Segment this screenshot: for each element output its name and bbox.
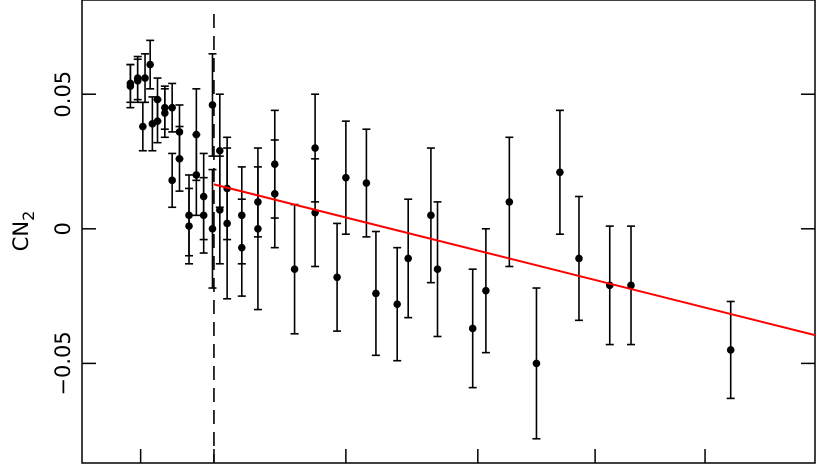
data-point — [216, 146, 224, 155]
data-point — [270, 190, 279, 198]
data-point — [393, 300, 401, 308]
y-tick-labels: −0.05 0 0.05 — [51, 71, 75, 396]
data-point — [208, 101, 217, 109]
y-axis-title: CN2 — [9, 211, 38, 252]
y-axis-title-subscript: 2 — [19, 211, 38, 221]
data-point — [342, 173, 350, 182]
y-tick-label: 0 — [51, 222, 75, 235]
data-point — [146, 60, 154, 69]
data-point — [404, 254, 412, 263]
data-point — [627, 281, 635, 290]
data-points — [126, 60, 735, 368]
data-point — [185, 211, 193, 220]
data-point — [482, 286, 490, 295]
data-point — [168, 103, 176, 112]
data-point — [133, 74, 142, 82]
data-point — [168, 176, 176, 185]
data-point — [237, 211, 246, 220]
data-point — [153, 117, 162, 125]
data-point — [532, 359, 541, 368]
data-point — [311, 144, 319, 152]
y-tick-label: 0.05 — [51, 71, 75, 118]
data-point — [141, 74, 149, 82]
data-point — [192, 171, 201, 179]
data-point — [290, 265, 299, 273]
data-point — [372, 289, 380, 298]
data-point — [199, 211, 208, 220]
data-point — [270, 160, 279, 169]
data-point — [333, 273, 341, 282]
data-point — [216, 206, 224, 214]
data-point — [208, 225, 217, 233]
y-tick-label: −0.05 — [51, 331, 75, 395]
data-point — [139, 122, 147, 131]
data-point — [556, 168, 564, 177]
data-point — [433, 265, 442, 273]
data-point — [126, 79, 135, 88]
data-point — [468, 324, 477, 333]
data-point — [153, 95, 162, 104]
data-point — [161, 109, 169, 117]
data-point — [175, 155, 184, 163]
axis-ticks — [82, 93, 815, 463]
y-axis-title-main: CN — [9, 221, 33, 251]
data-point — [161, 103, 169, 112]
fit-line — [213, 183, 816, 337]
data-point — [223, 219, 231, 228]
data-point — [185, 222, 193, 230]
data-point — [199, 192, 208, 201]
plot-frame — [81, 0, 816, 464]
data-point — [575, 254, 583, 263]
data-point — [237, 243, 246, 252]
data-point — [726, 346, 735, 354]
data-point — [427, 211, 435, 220]
data-point — [505, 198, 514, 206]
data-point — [362, 179, 371, 187]
data-point — [254, 225, 262, 233]
data-point — [254, 198, 262, 206]
data-point — [175, 128, 184, 136]
data-point — [192, 130, 201, 139]
